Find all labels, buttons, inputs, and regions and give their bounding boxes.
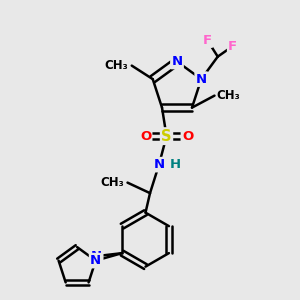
Text: F: F [228, 40, 237, 52]
Text: N: N [90, 254, 101, 267]
Text: N: N [91, 250, 102, 262]
Text: O: O [140, 130, 151, 142]
Text: N: N [153, 158, 165, 171]
Text: CH₃: CH₃ [101, 176, 124, 189]
Text: H: H [170, 158, 181, 171]
Text: CH₃: CH₃ [216, 89, 240, 102]
Text: O: O [182, 130, 193, 142]
Text: CH₃: CH₃ [104, 59, 128, 72]
Text: F: F [203, 34, 212, 46]
Text: N: N [171, 55, 183, 68]
Text: S: S [161, 129, 172, 144]
Text: N: N [196, 73, 207, 85]
